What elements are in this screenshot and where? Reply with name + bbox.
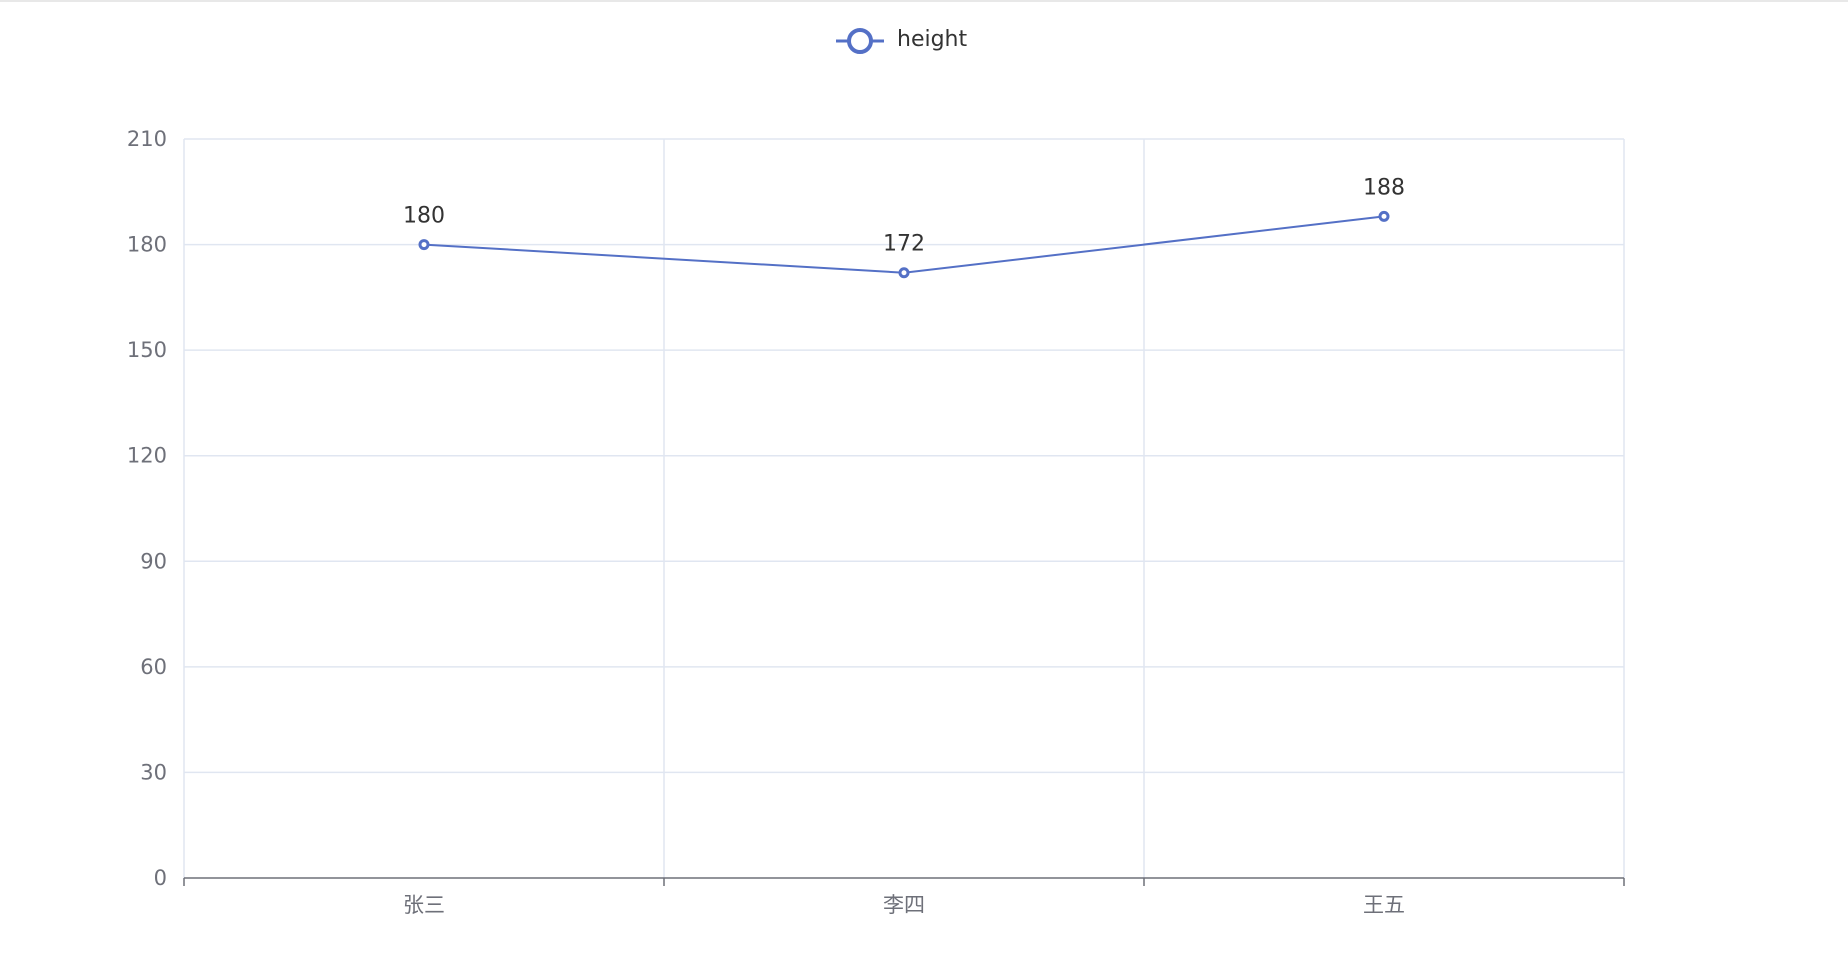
data-point [418, 239, 430, 251]
y-tick-label: 90 [140, 549, 167, 573]
x-tick-label: 张三 [403, 893, 445, 917]
data-point [898, 267, 910, 279]
y-tick-label: 60 [140, 655, 167, 679]
y-tick-label: 150 [127, 338, 167, 362]
x-tick-label: 李四 [883, 893, 925, 917]
y-tick-label: 210 [127, 127, 167, 151]
x-tick-label: 王五 [1363, 893, 1405, 917]
legend-label: height [897, 27, 967, 52]
y-tick-label: 0 [154, 866, 167, 890]
axes: 0 30 60 90 120 150 180 210 张三 李四 王五 [127, 127, 1625, 917]
data-label: 188 [1363, 175, 1405, 200]
y-tick-label: 30 [140, 760, 167, 784]
top-border [0, 0, 1848, 2]
data-label: 172 [883, 232, 925, 257]
series-height: 180 172 188 [403, 175, 1405, 279]
y-tick-label: 120 [127, 444, 167, 468]
y-tick-label: 180 [127, 233, 167, 257]
data-point [1378, 210, 1390, 222]
legend[interactable]: height [836, 27, 967, 54]
legend-circle-icon [847, 28, 873, 54]
data-label: 180 [403, 204, 445, 229]
